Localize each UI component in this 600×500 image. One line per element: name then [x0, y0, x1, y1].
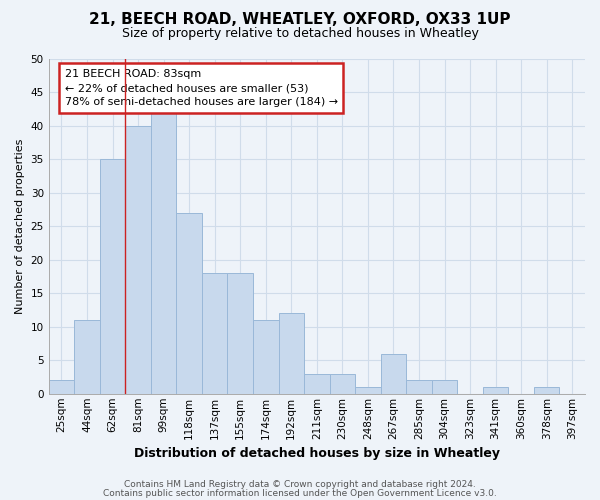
Bar: [278, 314, 304, 394]
Bar: [355, 387, 380, 394]
Bar: [100, 160, 125, 394]
Bar: [534, 387, 559, 394]
Bar: [74, 320, 100, 394]
Text: 21 BEECH ROAD: 83sqm
← 22% of detached houses are smaller (53)
78% of semi-detac: 21 BEECH ROAD: 83sqm ← 22% of detached h…: [65, 69, 338, 107]
Bar: [380, 354, 406, 394]
Bar: [304, 374, 329, 394]
Bar: [227, 273, 253, 394]
Bar: [49, 380, 74, 394]
Bar: [432, 380, 457, 394]
Bar: [483, 387, 508, 394]
Bar: [329, 374, 355, 394]
Y-axis label: Number of detached properties: Number of detached properties: [15, 138, 25, 314]
Bar: [176, 213, 202, 394]
Bar: [253, 320, 278, 394]
X-axis label: Distribution of detached houses by size in Wheatley: Distribution of detached houses by size …: [134, 447, 500, 460]
Text: 21, BEECH ROAD, WHEATLEY, OXFORD, OX33 1UP: 21, BEECH ROAD, WHEATLEY, OXFORD, OX33 1…: [89, 12, 511, 28]
Bar: [202, 273, 227, 394]
Text: Contains HM Land Registry data © Crown copyright and database right 2024.: Contains HM Land Registry data © Crown c…: [124, 480, 476, 489]
Bar: [406, 380, 432, 394]
Bar: [125, 126, 151, 394]
Text: Contains public sector information licensed under the Open Government Licence v3: Contains public sector information licen…: [103, 488, 497, 498]
Bar: [151, 112, 176, 394]
Text: Size of property relative to detached houses in Wheatley: Size of property relative to detached ho…: [122, 28, 478, 40]
